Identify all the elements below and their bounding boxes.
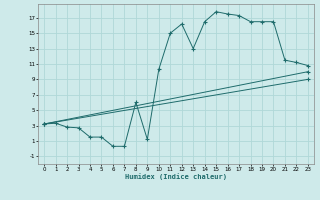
X-axis label: Humidex (Indice chaleur): Humidex (Indice chaleur) bbox=[125, 174, 227, 180]
